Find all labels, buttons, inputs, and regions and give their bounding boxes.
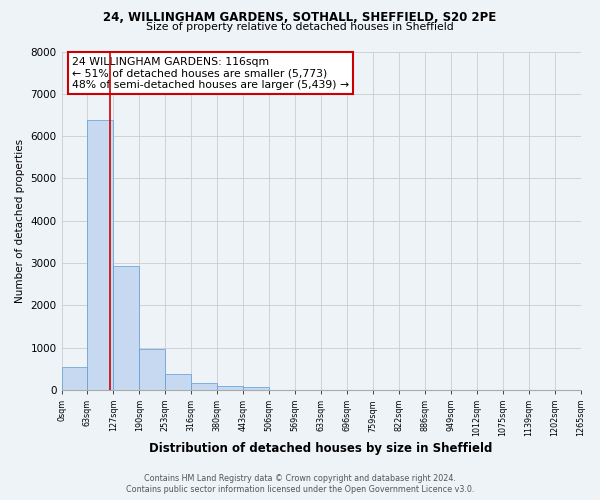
Bar — [166, 374, 191, 390]
X-axis label: Distribution of detached houses by size in Sheffield: Distribution of detached houses by size … — [149, 442, 493, 455]
Text: Contains HM Land Registry data © Crown copyright and database right 2024.
Contai: Contains HM Land Registry data © Crown c… — [126, 474, 474, 494]
Bar — [113, 266, 139, 390]
Text: 24, WILLINGHAM GARDENS, SOTHALL, SHEFFIELD, S20 2PE: 24, WILLINGHAM GARDENS, SOTHALL, SHEFFIE… — [103, 11, 497, 24]
Bar — [62, 367, 88, 390]
Bar — [139, 349, 166, 390]
Bar — [217, 386, 243, 390]
Y-axis label: Number of detached properties: Number of detached properties — [15, 138, 25, 303]
Bar — [88, 120, 113, 390]
Bar — [191, 384, 217, 390]
Bar — [243, 387, 269, 390]
Text: Size of property relative to detached houses in Sheffield: Size of property relative to detached ho… — [146, 22, 454, 32]
Text: 24 WILLINGHAM GARDENS: 116sqm
← 51% of detached houses are smaller (5,773)
48% o: 24 WILLINGHAM GARDENS: 116sqm ← 51% of d… — [72, 56, 349, 90]
